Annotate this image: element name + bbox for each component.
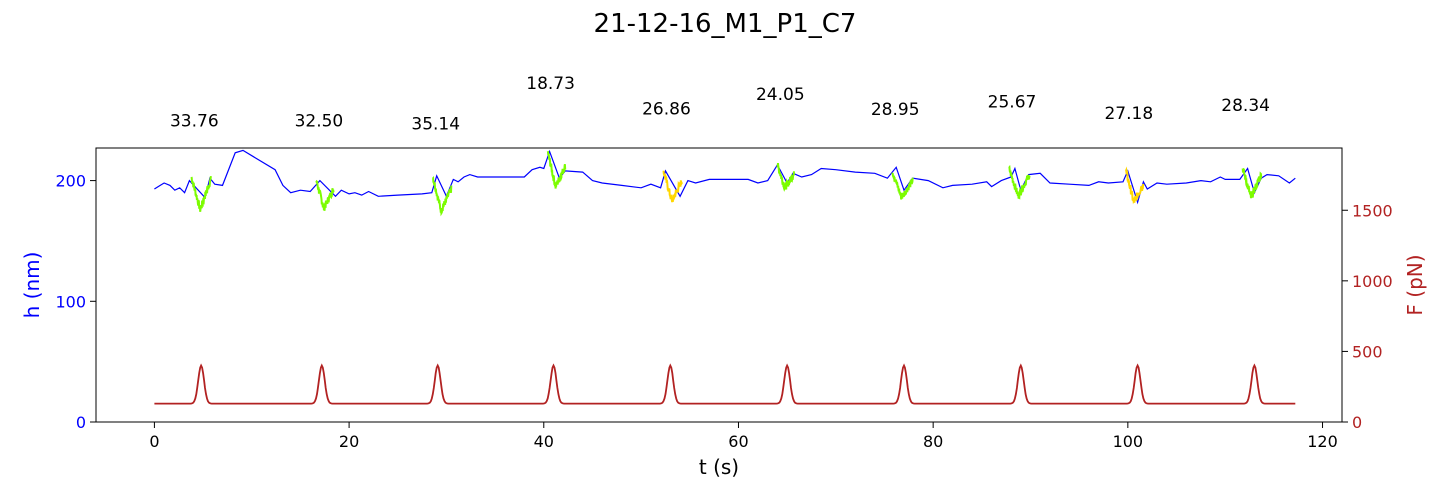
y-right-tick-label: 1000 [1352, 272, 1393, 291]
y-axis-right: 0 500 1000 1500 [1342, 201, 1393, 432]
segment-annotation-2: 32.50 [295, 112, 344, 132]
segment-annotation-10: 28.34 [1221, 96, 1270, 116]
segment-annotation-6: 24.05 [756, 85, 805, 105]
segment-annotation-8: 25.67 [988, 92, 1037, 112]
y-right-tick-label: 0 [1352, 413, 1362, 432]
x-tick-label: 60 [728, 432, 748, 451]
series-force-line [154, 363, 1296, 405]
x-tick-label: 100 [1113, 432, 1144, 451]
y-axis-right-label: F (pN) [1403, 254, 1427, 315]
segment-annotation-7: 28.95 [871, 100, 920, 120]
chart-title: 21-12-16_M1_P1_C7 [594, 9, 857, 39]
segment-annotation-5: 26.86 [642, 99, 691, 119]
y-left-tick-label: 0 [76, 413, 86, 432]
y-left-tick-label: 100 [55, 292, 86, 311]
x-axis: 0 20 40 60 80 100 120 [149, 422, 1338, 451]
x-axis-label: t (s) [699, 455, 739, 479]
fit-segment-3 [432, 176, 453, 217]
axes-frame [95, 147, 1343, 423]
x-tick-label: 80 [923, 432, 943, 451]
x-tick-label: 120 [1307, 432, 1338, 451]
x-tick-label: 20 [339, 432, 359, 451]
y-axis-left: 0 100 200 [55, 172, 96, 432]
series-h-line [154, 149, 1296, 205]
fit-segment-9 [1124, 166, 1145, 205]
fit-segment-5 [662, 170, 683, 203]
fit-segment-1 [190, 175, 212, 212]
segment-annotation-3: 35.14 [411, 114, 460, 134]
segment-annotation-4: 18.73 [526, 74, 575, 94]
x-tick-label: 0 [149, 432, 159, 451]
x-tick-label: 40 [534, 432, 554, 451]
fit-segment-7 [891, 172, 914, 200]
fit-segment-6 [776, 163, 795, 192]
segment-annotation-9: 27.18 [1104, 104, 1153, 124]
fit-segment-4 [546, 150, 567, 189]
annotations: 33.76 32.50 35.14 18.73 26.86 24.05 28.95 25.67… [170, 74, 1270, 134]
fit-segment-10 [1241, 167, 1263, 199]
fit-segment-2 [315, 179, 335, 211]
fit-segment-8 [1008, 165, 1031, 200]
y-right-tick-label: 1500 [1352, 201, 1393, 220]
y-right-tick-label: 500 [1352, 342, 1383, 361]
segment-annotation-1: 33.76 [170, 112, 219, 132]
y-left-tick-label: 200 [55, 172, 86, 191]
y-axis-left-label: h (nm) [20, 252, 44, 319]
plot-area [154, 149, 1296, 405]
